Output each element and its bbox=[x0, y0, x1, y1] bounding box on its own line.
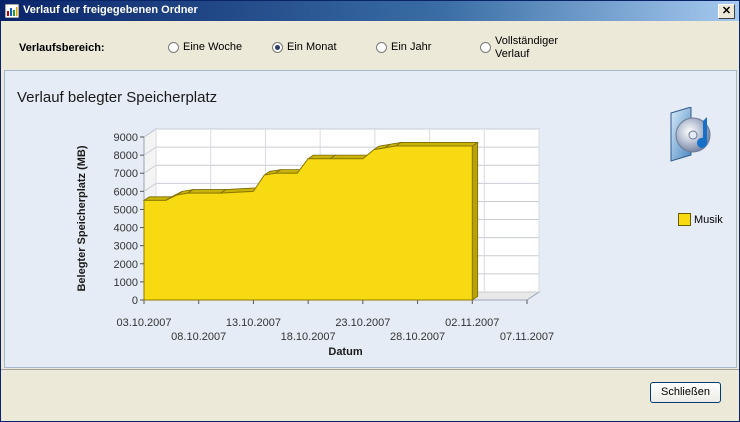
y-tick-label: 1000 bbox=[114, 277, 138, 289]
y-tick-label: 6000 bbox=[114, 186, 138, 198]
radio-week-label: Eine Woche bbox=[183, 41, 243, 53]
x-tick-label: 08.10.2007 bbox=[171, 331, 226, 343]
area-top-facet bbox=[394, 142, 480, 147]
x-tick-label: 03.10.2007 bbox=[116, 317, 171, 329]
range-label: Verlaufsbereich: bbox=[19, 42, 105, 54]
legend-musik: Musik bbox=[678, 213, 723, 226]
window-close-button[interactable]: ✕ bbox=[718, 4, 735, 19]
area-top-facet bbox=[186, 189, 228, 194]
radio-month-label: Ein Monat bbox=[287, 41, 337, 53]
radio-year-label: Ein Jahr bbox=[391, 41, 432, 53]
area-end-face bbox=[471, 141, 479, 301]
music-folder-icon bbox=[670, 107, 711, 162]
y-tick-label: 2000 bbox=[114, 259, 138, 271]
chart-app-icon bbox=[5, 4, 19, 18]
radio-full-history[interactable]: Vollständiger Verlauf bbox=[480, 35, 565, 61]
legend-label: Musik bbox=[694, 213, 723, 226]
x-axis-title: Datum bbox=[328, 346, 362, 358]
radio-year-dot[interactable] bbox=[376, 42, 387, 53]
storage-area-chart: 0 1000 2000 3000 4000 5000 6000 7000 8000 9000 03.… bbox=[76, 128, 554, 358]
x-tick-label: 18.10.2007 bbox=[281, 331, 336, 343]
divider bbox=[1, 369, 739, 370]
radio-month[interactable]: Ein Monat bbox=[272, 41, 337, 54]
y-tick-label: 0 bbox=[132, 295, 138, 307]
x-tick-label: 13.10.2007 bbox=[226, 317, 281, 329]
y-tick-label: 4000 bbox=[114, 223, 138, 235]
y-tick-label: 7000 bbox=[114, 168, 138, 180]
radio-week-dot[interactable] bbox=[168, 42, 179, 53]
x-tick-label: 02.11.2007 bbox=[445, 317, 499, 329]
radio-month-dot[interactable] bbox=[272, 42, 283, 53]
x-tick-label: 07.11.2007 bbox=[500, 331, 554, 343]
y-axis-title: Belegter Speicherplatz (MB) bbox=[76, 145, 88, 291]
y-tick-label: 3000 bbox=[114, 241, 138, 253]
chart-panel-title: Verlauf belegter Speicherplatz bbox=[17, 89, 218, 106]
y-tick-label: 8000 bbox=[114, 150, 138, 162]
window-title: Verlauf der freigegebenen Ordner bbox=[23, 4, 198, 16]
area-top-facet bbox=[328, 154, 370, 160]
range-selector: Verlaufsbereich: Eine Woche Ein Monat Ei… bbox=[1, 29, 739, 65]
radio-year[interactable]: Ein Jahr bbox=[376, 41, 431, 54]
legend-swatch bbox=[678, 213, 691, 226]
close-button[interactable]: Schließen bbox=[650, 382, 721, 403]
y-tick-label: 5000 bbox=[114, 204, 138, 216]
y-tick-label: 9000 bbox=[114, 132, 138, 144]
radio-week[interactable]: Eine Woche bbox=[168, 41, 242, 54]
chart-panel: Verlauf belegter Speicherplatz 0 1000 2000… bbox=[4, 70, 737, 368]
x-tick-label: 23.10.2007 bbox=[335, 317, 390, 329]
title-bar[interactable]: Verlauf der freigegebenen Ordner ✕ bbox=[1, 1, 739, 21]
radio-full-dot[interactable] bbox=[480, 42, 491, 53]
radio-full-label: Vollständiger Verlauf bbox=[495, 35, 558, 60]
x-tick-label: 28.10.2007 bbox=[390, 331, 445, 343]
area-series-musik bbox=[143, 145, 473, 301]
